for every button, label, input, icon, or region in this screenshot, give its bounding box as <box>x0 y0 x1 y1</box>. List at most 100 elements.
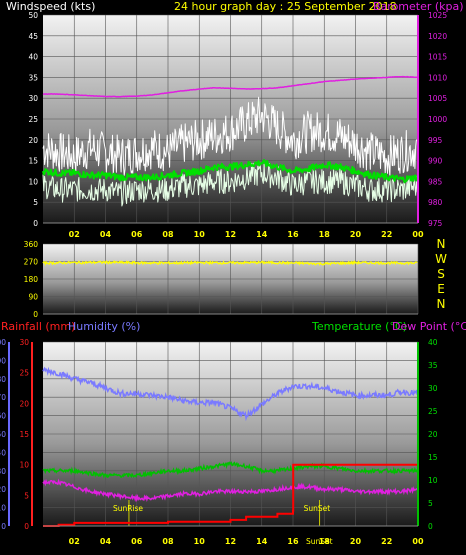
temperature-tick-label: 15 <box>428 453 438 462</box>
rainfall-ticks: 0 5 10 15 20 25 30 <box>19 338 29 531</box>
time-tick-label: 16 <box>287 537 299 546</box>
time-tick-label: 08 <box>162 230 174 239</box>
temperature-tick-label: 5 <box>428 499 433 508</box>
rainfall-tick-label: 10 <box>19 461 29 470</box>
sunset-bottom-label: SunSet <box>306 537 333 546</box>
time-ticks-1: 02 04 06 08 10 12 14 16 18 20 22 00 <box>69 230 424 239</box>
time-tick-label: 00 <box>412 230 424 239</box>
sun-marker-label: SunSet <box>304 504 331 513</box>
barometer-tick-label: 1005 <box>428 94 447 103</box>
time-tick-label: 14 <box>256 537 268 546</box>
direction-tick-label: 0 <box>33 310 38 319</box>
rainfall-tick-label: 15 <box>19 430 29 439</box>
time-tick-label: 04 <box>100 537 112 546</box>
time-tick-label: 02 <box>69 230 80 239</box>
direction-ticks: 0 90 180 270 360 <box>24 240 39 319</box>
time-ticks-3: 02 04 06 08 10 12 14 16 18 20 22 00 <box>69 537 424 546</box>
barometer-ticks: 975 980 985 990 995 1000 1005 1010 1015 1020 1025 <box>428 11 447 228</box>
windspeed-ticks: 0 5 10 15 20 25 30 35 40 45 50 <box>28 11 38 228</box>
windspeed-tick-label: 50 <box>28 11 38 20</box>
temperature-tick-label: 40 <box>428 338 438 347</box>
windspeed-tick-label: 20 <box>28 136 38 145</box>
humidity-tick-label: 50 <box>0 430 6 439</box>
series-lines-1 <box>42 75 419 207</box>
chart-title: 24 hour graph day : 25 September 2018 <box>174 0 397 13</box>
series-lines-2 <box>42 259 418 267</box>
barometer-tick-label: 1020 <box>428 32 447 41</box>
humidity-tick-label: 80 <box>0 375 6 384</box>
time-tick-label: 02 <box>69 537 80 546</box>
humidity-tick-label: 90 <box>0 356 6 365</box>
rainfall-tick-label: 5 <box>24 491 29 500</box>
time-tick-label: 14 <box>256 230 268 239</box>
rainfall-tick-label: 30 <box>19 338 29 347</box>
direction-line <box>42 259 418 267</box>
rainfall-axis-title: Rainfall (mm) <box>1 320 75 333</box>
barometer-tick-label: 1000 <box>428 115 447 124</box>
rainfall-line <box>43 463 418 527</box>
humidity-tick-label: 20 <box>0 485 6 494</box>
windspeed-tick-label: 10 <box>28 177 38 186</box>
humidity-tick-label: 60 <box>0 412 6 421</box>
humidity-axis-title: Humidity (%) <box>68 320 140 333</box>
direction-tick-label: 90 <box>28 293 38 302</box>
time-tick-label: 12 <box>225 230 236 239</box>
time-tick-label: 10 <box>194 537 206 546</box>
temperature-tick-label: 0 <box>428 522 433 531</box>
barometer-tick-label: 975 <box>428 219 443 228</box>
time-tick-label: 10 <box>194 230 206 239</box>
humidity-tick-label: 30 <box>0 467 6 476</box>
wind-line <box>42 162 418 207</box>
humidity-tick-label: 0 <box>1 522 6 531</box>
temperature-line <box>42 461 418 479</box>
barometer-tick-label: 985 <box>428 177 443 186</box>
direction-tick-label: 270 <box>24 258 39 267</box>
barometer-axis-title: Barometer (kpa) <box>373 0 464 13</box>
barometer-tick-label: 995 <box>428 136 443 145</box>
time-tick-label: 18 <box>319 230 331 239</box>
windspeed-tick-label: 5 <box>33 198 38 207</box>
humidity-ticks: 0 10 20 30 40 50 60 70 80 90 100 <box>0 338 6 531</box>
time-tick-label: 22 <box>381 537 392 546</box>
compass-label: E <box>437 282 445 296</box>
direction-tick-label: 360 <box>24 240 39 249</box>
windspeed-tick-label: 30 <box>28 94 38 103</box>
compass-label: W <box>435 252 447 266</box>
time-tick-label: 16 <box>287 230 299 239</box>
time-tick-label: 06 <box>131 230 143 239</box>
humidity-tick-label: 100 <box>0 338 6 347</box>
average-line <box>42 159 419 184</box>
dewpoint-axis-title: Dew Point (°C) <box>392 320 466 333</box>
time-tick-label: 00 <box>412 537 424 546</box>
barometer-tick-label: 1025 <box>428 11 447 20</box>
rainfall-tick-label: 20 <box>19 399 29 408</box>
panel-rain-humidity-temperature: Rainfall (mm) Humidity (%) Temperature (… <box>0 320 466 546</box>
time-tick-label: 12 <box>225 537 236 546</box>
temperature-tick-label: 30 <box>428 384 438 393</box>
windspeed-tick-label: 25 <box>28 115 38 124</box>
time-tick-label: 06 <box>131 537 143 546</box>
windspeed-tick-label: 15 <box>28 157 38 166</box>
temperature-ticks: 0 5 10 15 20 25 30 35 40 <box>428 338 438 531</box>
time-tick-label: 20 <box>350 230 362 239</box>
sun-marker-label: SunRise <box>113 504 143 513</box>
temperature-tick-label: 25 <box>428 407 438 416</box>
rainfall-tick-label: 25 <box>19 369 29 378</box>
windspeed-tick-label: 35 <box>28 73 38 82</box>
compass-label: S <box>437 267 445 281</box>
humidity-tick-label: 70 <box>0 393 6 402</box>
windspeed-axis-title: Windspeed (kts) <box>6 0 95 13</box>
compass-label: N <box>437 237 446 251</box>
humidity-line <box>42 366 418 422</box>
time-tick-label: 22 <box>381 230 392 239</box>
temperature-axis-title: Temperature (°C) <box>311 320 407 333</box>
time-tick-label: 08 <box>162 537 174 546</box>
gridlines-2 <box>43 243 419 315</box>
humidity-tick-label: 10 <box>0 504 6 513</box>
gust-line <box>42 96 418 177</box>
windspeed-tick-label: 40 <box>28 53 38 62</box>
windspeed-tick-label: 45 <box>28 32 38 41</box>
